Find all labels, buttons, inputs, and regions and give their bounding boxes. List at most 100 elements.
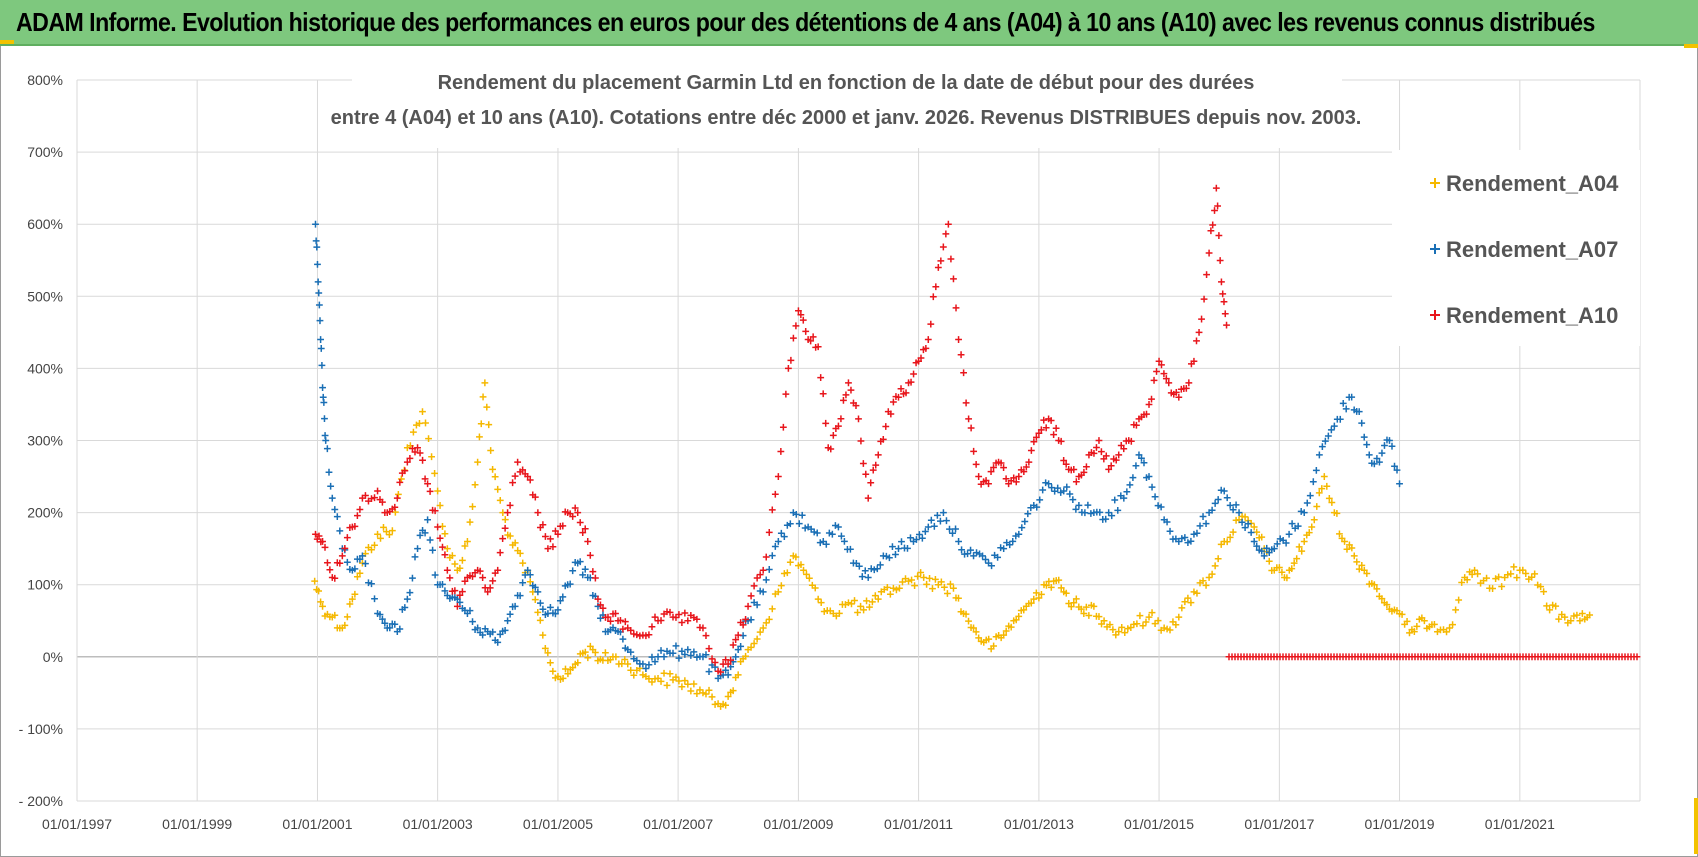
rendement-a04-point bbox=[1290, 559, 1298, 567]
rendement-a04-point bbox=[1358, 561, 1366, 569]
x-tick-label: 01/01/2003 bbox=[403, 816, 473, 832]
rendement-a04-point bbox=[1000, 631, 1008, 639]
rendement-a04-point bbox=[786, 558, 794, 566]
legend-label: Rendement_A04 bbox=[1446, 171, 1619, 196]
rendement-a10-point bbox=[571, 504, 579, 512]
rendement-a07-point bbox=[1145, 473, 1153, 480]
rendement-a04-point bbox=[1410, 628, 1418, 635]
rendement-a10-point bbox=[424, 480, 431, 488]
rendement-a07-point bbox=[810, 528, 818, 536]
rendement-a07-point bbox=[1247, 529, 1255, 536]
rendement-a07-point bbox=[319, 384, 326, 392]
rendement-a04-point bbox=[1310, 516, 1318, 524]
rendement-a10-point bbox=[744, 602, 752, 610]
rendement-a07-point bbox=[426, 536, 434, 544]
rendement-a07-point bbox=[1060, 487, 1068, 495]
rendement-a10-point bbox=[414, 444, 421, 452]
rendement-a07-point bbox=[1250, 538, 1258, 545]
rendement-a04-point bbox=[1202, 581, 1210, 589]
rendement-a10-point bbox=[434, 523, 442, 531]
rendement-a04-point bbox=[972, 628, 980, 636]
rendement-a04-point bbox=[886, 590, 894, 598]
rendement-a04-point bbox=[526, 578, 534, 586]
rendement-a04-point bbox=[803, 570, 810, 578]
rendement-a07-point bbox=[924, 523, 932, 531]
rendement-a10-point bbox=[409, 445, 416, 452]
rendement-a07-point bbox=[1084, 501, 1092, 509]
rendement-a04-point bbox=[331, 611, 339, 619]
rendement-a10-point bbox=[924, 336, 932, 343]
rendement-a10-point bbox=[787, 356, 795, 364]
rendement-a10-point bbox=[584, 538, 592, 545]
rendement-a10-point bbox=[955, 336, 962, 343]
legend-label: Rendement_A10 bbox=[1446, 303, 1618, 328]
rendement-a04-point bbox=[536, 617, 544, 624]
rendement-a10-point bbox=[727, 656, 735, 664]
rendement-a07-point bbox=[913, 536, 920, 543]
rendement-a04-point bbox=[1193, 589, 1201, 597]
rendement-a04-point bbox=[1043, 582, 1050, 589]
rendement-a07-point bbox=[1370, 460, 1378, 468]
rendement-a07-point bbox=[406, 589, 414, 597]
rendement-a04-point bbox=[1586, 611, 1594, 619]
rendement-a07-point bbox=[1111, 496, 1119, 504]
rendement-a10-point bbox=[734, 631, 742, 639]
rendement-a04-point bbox=[428, 453, 435, 461]
rendement-a07-point bbox=[867, 565, 875, 573]
rendement-a04-point bbox=[1077, 605, 1085, 613]
rendement-a04-point bbox=[1495, 573, 1503, 581]
rendement-a10-point bbox=[1207, 227, 1215, 235]
rendement-a04-point bbox=[1265, 557, 1273, 565]
rendement-a04-point bbox=[1298, 547, 1306, 555]
rendement-a10-point bbox=[895, 393, 902, 401]
rendement-a10-point bbox=[586, 552, 594, 559]
rendement-a07-point bbox=[328, 494, 336, 502]
rendement-a07-point bbox=[997, 544, 1005, 552]
rendement-a07-point bbox=[861, 567, 869, 575]
rendement-a04-point bbox=[1363, 570, 1371, 577]
rendement-a10-point bbox=[732, 636, 740, 643]
x-tick-label: 01/01/2019 bbox=[1364, 816, 1434, 832]
rendement-a07-point bbox=[774, 538, 782, 545]
rendement-a04-point bbox=[911, 582, 918, 590]
legend-marker bbox=[1430, 178, 1440, 188]
rendement-a07-point bbox=[1388, 442, 1396, 450]
rendement-a07-point bbox=[576, 558, 584, 566]
rendement-a10-point bbox=[957, 351, 965, 359]
rendement-a04-point bbox=[1343, 545, 1351, 553]
rendement-a10-point bbox=[1052, 424, 1060, 432]
rendement-a07-point bbox=[693, 653, 701, 661]
rendement-a10-point bbox=[1158, 361, 1165, 369]
rendement-a07-point bbox=[313, 243, 321, 251]
rendement-a10-point bbox=[792, 322, 800, 330]
rendement-a10-point bbox=[1002, 475, 1010, 483]
rendement-a04-point bbox=[1504, 571, 1512, 579]
y-tick-label: - 200% bbox=[19, 793, 63, 809]
rendement-a07-point bbox=[501, 627, 509, 634]
rendement-a07-point bbox=[955, 538, 962, 545]
rendement-a10-point bbox=[862, 470, 870, 478]
rendement-a07-point bbox=[838, 532, 845, 540]
rendement-a07-point bbox=[1181, 534, 1189, 541]
rendement-a10-point bbox=[1223, 321, 1230, 329]
rendement-a04-point bbox=[1118, 624, 1126, 631]
rendement-a07-point bbox=[988, 562, 995, 570]
rendement-a10-point bbox=[496, 549, 504, 557]
rendement-a04-point bbox=[1145, 613, 1153, 621]
rendement-a04-point bbox=[854, 609, 861, 616]
rendement-a10-point bbox=[604, 613, 612, 621]
rendement-a07-point bbox=[937, 517, 944, 525]
rendement-a07-point bbox=[786, 520, 794, 528]
rendement-a04-point bbox=[1187, 599, 1195, 607]
rendement-a07-point bbox=[315, 289, 323, 297]
rendement-a04-point bbox=[947, 580, 954, 588]
rendement-a10-point bbox=[842, 391, 850, 399]
rendement-a07-point bbox=[648, 653, 656, 661]
rendement-a04-point bbox=[929, 585, 936, 592]
rendement-a04-point bbox=[624, 660, 632, 668]
rendement-a10-point bbox=[965, 415, 973, 423]
rendement-a07-point bbox=[1386, 437, 1393, 444]
rendement-a07-point bbox=[1006, 541, 1014, 549]
rendement-a10-point bbox=[1148, 395, 1155, 403]
rendement-a10-point bbox=[922, 345, 930, 352]
